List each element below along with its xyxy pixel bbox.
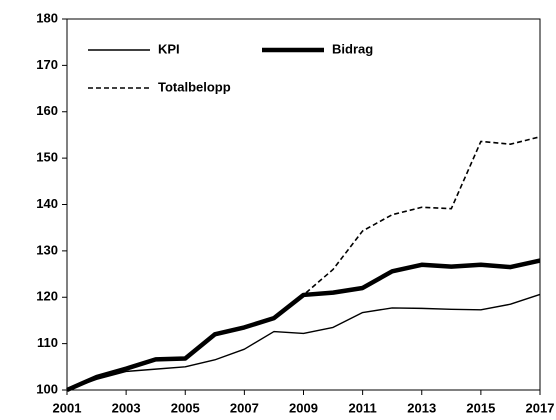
series-line: [66, 293, 541, 391]
y-tick-label: 120: [36, 289, 58, 304]
y-tick-label: 150: [36, 150, 58, 165]
x-tick-label: 2015: [466, 400, 495, 415]
y-tick-label: 180: [36, 10, 58, 25]
legend-label: KPI: [158, 41, 180, 56]
legend-label: Totalbelopp: [158, 79, 231, 94]
legend-label: Bidrag: [332, 41, 373, 56]
x-tick-label: 2013: [407, 400, 436, 415]
x-tick-label: 2009: [289, 400, 318, 415]
y-tick-label: 170: [36, 57, 58, 72]
x-tick-label: 2007: [230, 400, 259, 415]
y-tick-label: 110: [37, 335, 58, 350]
series-line: [66, 258, 541, 393]
x-tick-label: 2005: [171, 400, 200, 415]
x-tick-label: 2017: [526, 400, 555, 415]
y-tick-label: 160: [36, 103, 58, 118]
plot-frame: [66, 18, 541, 391]
x-tick-label: 2001: [53, 400, 82, 415]
x-tick-label: 2011: [349, 400, 377, 415]
y-tick-label: 100: [36, 381, 58, 396]
y-tick-label: 130: [36, 242, 58, 257]
x-tick-label: 2003: [112, 400, 141, 415]
y-tick-label: 140: [36, 196, 58, 211]
